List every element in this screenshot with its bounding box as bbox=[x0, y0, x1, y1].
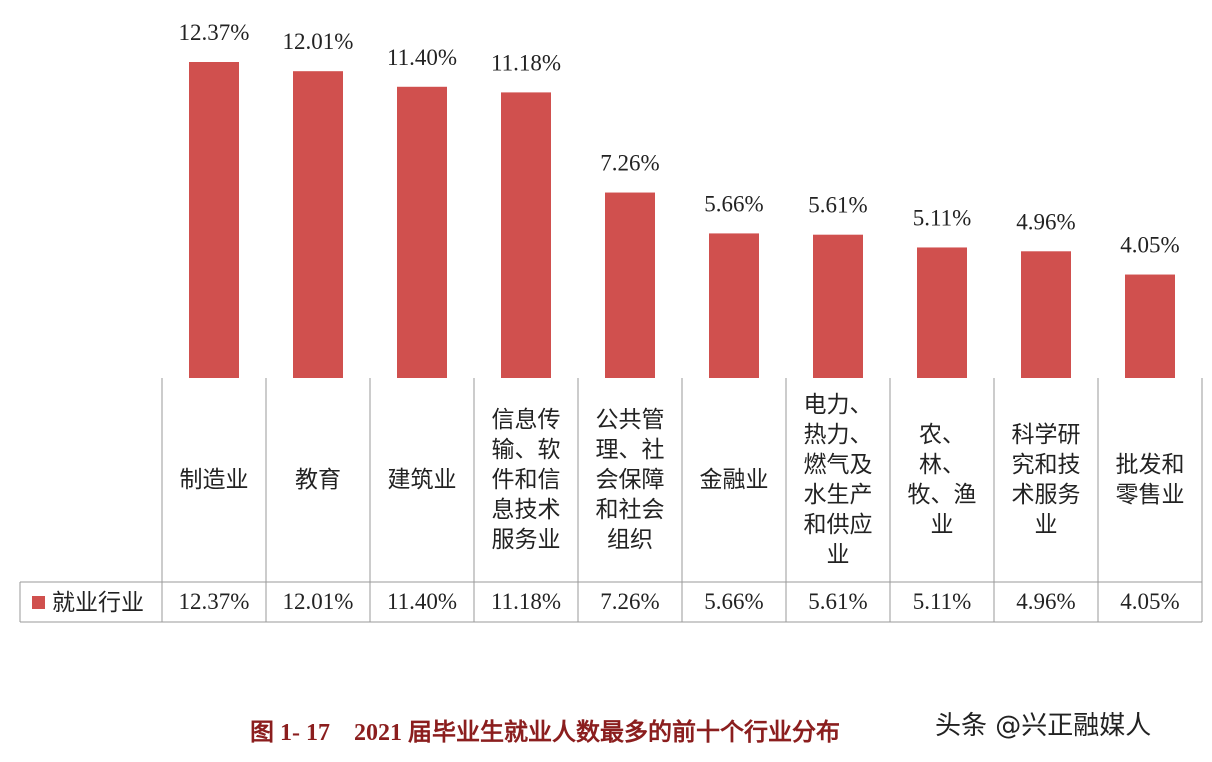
data-label: 4.05% bbox=[1120, 233, 1179, 258]
data-label: 5.66% bbox=[704, 191, 763, 216]
table-value: 4.05% bbox=[1120, 589, 1180, 614]
bar bbox=[189, 62, 239, 378]
category-label: 公共管理、社会保障和社会组织 bbox=[595, 407, 665, 552]
category-label: 农、林、牧、渔业 bbox=[907, 422, 977, 537]
data-label: 11.40% bbox=[387, 45, 457, 70]
bar bbox=[397, 86, 447, 379]
table-value: 5.66% bbox=[704, 589, 764, 614]
bar bbox=[501, 92, 551, 378]
watermark: 头条 @兴正融媒人 bbox=[935, 711, 1152, 741]
table-value: 11.18% bbox=[490, 589, 562, 614]
data-label: 12.37% bbox=[179, 20, 250, 45]
category-label: 教育 bbox=[295, 467, 341, 492]
category-label: 电力、热力、燃气及水生产和供应业 bbox=[803, 392, 873, 567]
data-label: 12.01% bbox=[283, 29, 354, 54]
bar bbox=[1125, 274, 1175, 378]
table-value: 4.96% bbox=[1016, 589, 1076, 614]
data-label: 4.96% bbox=[1016, 209, 1075, 234]
table-value: 7.26% bbox=[600, 589, 660, 614]
chart-title: 图 1- 17 2021 届毕业生就业人数最多的前十个行业分布 bbox=[250, 720, 840, 746]
table-value: 5.11% bbox=[912, 589, 972, 614]
data-label: 11.18% bbox=[491, 50, 561, 75]
bar bbox=[293, 71, 343, 378]
bar bbox=[709, 233, 759, 378]
bar bbox=[917, 247, 967, 378]
data-label: 5.11% bbox=[913, 205, 972, 230]
legend-label: 就业行业 bbox=[52, 590, 144, 615]
bar bbox=[1021, 251, 1071, 378]
data-label: 7.26% bbox=[600, 151, 659, 176]
category-label: 批发和零售业 bbox=[1115, 452, 1185, 507]
legend-swatch bbox=[32, 596, 45, 609]
category-label: 建筑业 bbox=[387, 467, 457, 492]
category-label: 科学研究和技术服务业 bbox=[1011, 422, 1081, 537]
table-value: 12.37% bbox=[178, 589, 250, 614]
table-value: 12.01% bbox=[282, 589, 354, 614]
bar bbox=[813, 234, 863, 378]
table-value: 11.40% bbox=[386, 589, 458, 614]
category-label: 金融业 bbox=[699, 467, 769, 492]
table-value: 5.61% bbox=[808, 589, 868, 614]
category-label: 信息传输、软件和信息技术服务业 bbox=[491, 407, 561, 552]
bar bbox=[605, 192, 655, 378]
data-label: 5.61% bbox=[808, 193, 867, 218]
category-label: 制造业 bbox=[179, 467, 249, 492]
